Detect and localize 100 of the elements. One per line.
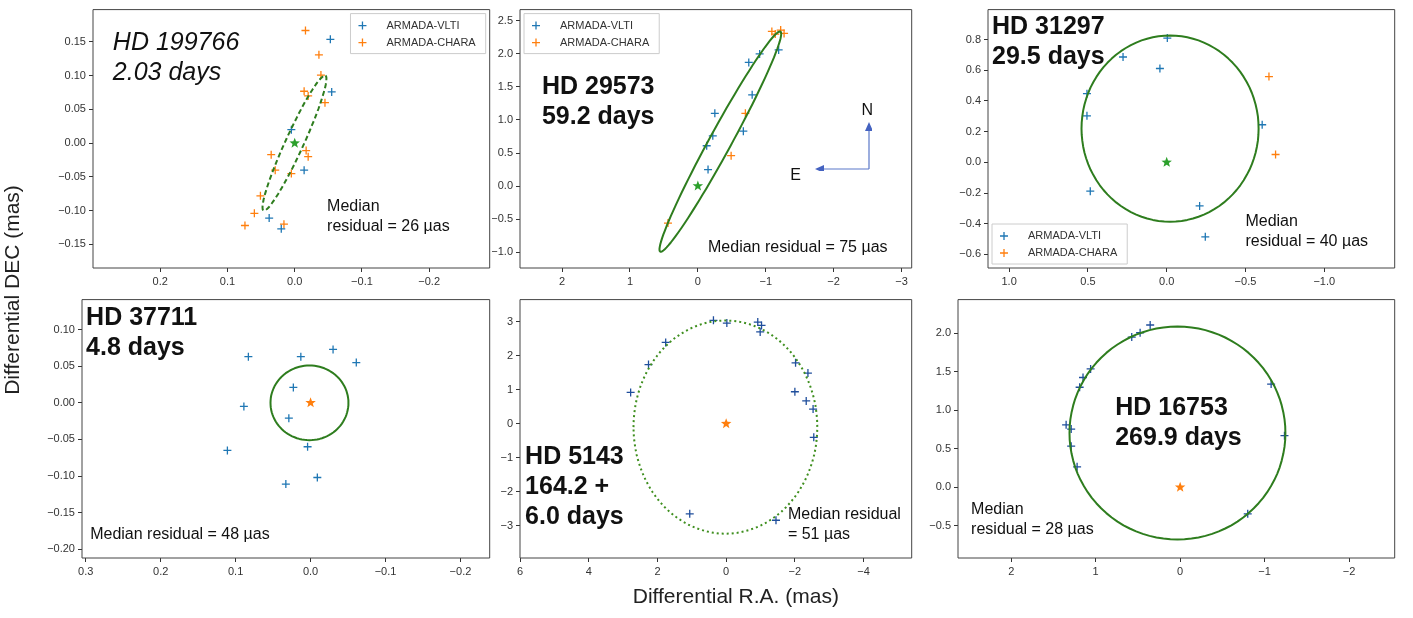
- annotation: N: [861, 101, 874, 119]
- legend-label: ARMADA-VLTI: [1028, 229, 1102, 242]
- y-tick-label: 0.4: [965, 94, 981, 107]
- x-tick-label: 2: [559, 274, 566, 287]
- x-tick-label: 0: [1177, 564, 1184, 577]
- x-tick-label: −0.2: [418, 274, 441, 287]
- y-tick-label: −1.0: [491, 245, 513, 258]
- point: [1162, 33, 1172, 43]
- point: [1161, 156, 1172, 167]
- text: 29.5 days: [992, 41, 1105, 70]
- chart-title: HD 31297: [992, 11, 1105, 40]
- y-tick-label: 3: [506, 314, 513, 327]
- point: [720, 418, 732, 429]
- y-tick-label: −0.05: [58, 169, 86, 182]
- x-tick-label: −0.2: [449, 564, 472, 577]
- point: [1082, 111, 1092, 121]
- point: [808, 404, 818, 414]
- y-tick-label: −0.4: [959, 216, 981, 229]
- x-tick-label: −1: [759, 274, 773, 287]
- x-tick-label: 1: [626, 274, 634, 287]
- x-tick-label: 0.2: [153, 564, 169, 577]
- y-tick-label: 0: [506, 416, 513, 429]
- x-tick-label: −0.5: [1234, 274, 1257, 287]
- y-tick-label: 1.0: [497, 113, 513, 125]
- x-tick-label: 1.0: [1001, 274, 1017, 287]
- text: HD 16753: [1115, 391, 1228, 420]
- x-tick-label: −4: [857, 564, 870, 577]
- y-tick-label: 0.5: [497, 146, 513, 159]
- y-tick-label: −1: [500, 450, 513, 463]
- text: 2.03 days: [111, 56, 222, 85]
- point: [314, 50, 324, 60]
- x-tick-label: −3: [895, 274, 908, 287]
- y-tick-label: 0.15: [64, 35, 86, 48]
- x-tick-label: 4: [585, 564, 592, 577]
- text: HD 199766: [112, 26, 240, 55]
- y-tick-label: 0.05: [64, 102, 86, 115]
- chart-title: HD 37711: [86, 302, 198, 331]
- y-tick-label: −0.05: [47, 432, 75, 445]
- x-tick-label: 0.0: [302, 564, 319, 577]
- y-tick-label: 1.5: [935, 364, 951, 377]
- point: [1174, 481, 1186, 492]
- y-tick-label: 0.10: [53, 322, 75, 335]
- point: [1118, 52, 1128, 62]
- y-axis-title: Differential DEC (mas): [0, 185, 24, 395]
- x-tick-label: 0.3: [78, 564, 94, 577]
- y-tick-label: 0.6: [965, 63, 981, 76]
- x-tick-label: 2: [1008, 564, 1015, 577]
- annotation: Median residual = 40 µas: [1245, 212, 1369, 250]
- x-tick-label: −0.1: [374, 564, 397, 577]
- x-tick-label: −1: [1258, 564, 1271, 577]
- point: [726, 151, 736, 161]
- y-tick-label: −0.6: [959, 247, 981, 260]
- point: [1200, 232, 1210, 242]
- point: [239, 401, 249, 412]
- point: [1145, 320, 1155, 330]
- annotation: Median residual = 26 µas: [327, 196, 450, 234]
- legend-label: ARMADA-CHARA: [560, 35, 650, 48]
- legend-label: ARMADA-VLTI: [386, 18, 460, 31]
- y-tick-label: −0.10: [47, 469, 75, 482]
- point: [1155, 63, 1165, 74]
- point: [1194, 201, 1205, 211]
- x-tick-label: −0.1: [351, 274, 373, 287]
- text: HD 29573: [541, 70, 655, 99]
- point: [289, 137, 300, 148]
- y-tick-label: −0.2: [959, 186, 981, 199]
- point: [299, 165, 309, 175]
- y-tick-label: 1.5: [497, 79, 513, 92]
- point: [755, 327, 765, 337]
- x-tick-label: 0.0: [287, 274, 303, 287]
- legend-label: ARMADA-CHARA: [1028, 246, 1118, 259]
- y-tick-label: −0.15: [58, 237, 86, 250]
- x-tick-label: 0: [723, 564, 730, 577]
- x-tick-label: 1: [1092, 564, 1099, 577]
- point: [328, 344, 338, 355]
- y-tick-label: −0.5: [491, 212, 513, 225]
- y-tick-label: 0.8: [965, 32, 981, 45]
- y-tick-label: 1.0: [935, 403, 951, 416]
- x-tick-label: 0.2: [152, 274, 168, 287]
- y-tick-label: 0.0: [497, 179, 513, 192]
- y-tick-label: 0.10: [64, 68, 86, 81]
- x-tick-label: −2: [1342, 564, 1356, 577]
- point: [1264, 71, 1274, 82]
- point: [281, 479, 291, 489]
- annotation: Median residual = 75 µas: [708, 237, 888, 255]
- legend-label: ARMADA-CHARA: [386, 35, 477, 48]
- point: [703, 164, 713, 175]
- x-tick-label: −2: [827, 274, 840, 287]
- x-tick-label: 0.5: [1080, 274, 1096, 287]
- y-tick-label: 1: [506, 382, 513, 395]
- point: [790, 387, 800, 397]
- point: [722, 318, 732, 328]
- x-tick-label: 2: [654, 564, 661, 577]
- x-axis-title: Differential R.A. (mas): [631, 584, 840, 608]
- point: [1072, 462, 1082, 472]
- point: [264, 213, 274, 223]
- text: 4.8 days: [86, 332, 185, 361]
- y-tick-label: 2.0: [497, 46, 513, 59]
- x-tick-label: 0.0: [1159, 274, 1175, 287]
- y-tick-label: −0.20: [47, 542, 75, 555]
- y-tick-label: −2: [500, 484, 513, 497]
